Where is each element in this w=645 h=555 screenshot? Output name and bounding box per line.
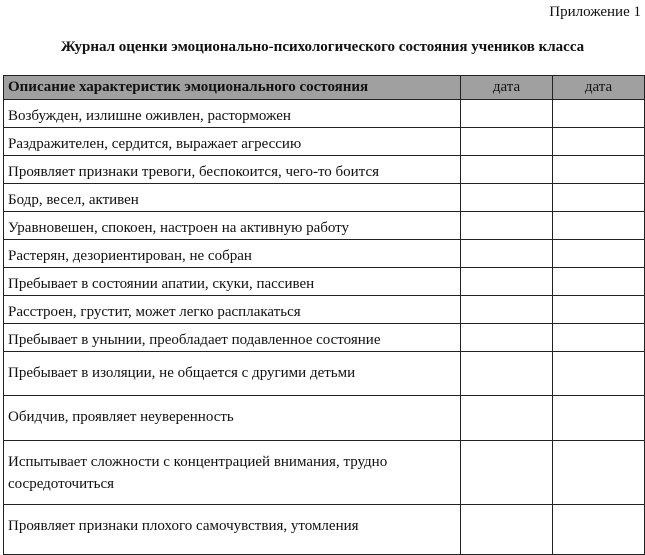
date-cell-2[interactable] xyxy=(552,395,645,441)
date-cell-1[interactable] xyxy=(460,440,553,505)
header-description: Описание характеристик эмоционального со… xyxy=(3,75,461,100)
header-date-2: дата xyxy=(552,75,645,100)
table-row: Обидчив, проявляет неуверенность xyxy=(3,395,645,441)
table-row: Проявляет признаки тревоги, беспокоится,… xyxy=(3,155,645,184)
row-description: Пребывает в унынии, преобладает подавлен… xyxy=(3,323,461,352)
table-row: Возбужден, излишне оживлен, расторможен xyxy=(3,99,645,128)
date-cell-1[interactable] xyxy=(460,395,553,441)
date-cell-2[interactable] xyxy=(552,127,645,156)
row-description: Расстроен, грустит, может легко расплака… xyxy=(3,295,461,324)
emotional-state-journal-table: Описание характеристик эмоционального со… xyxy=(3,75,645,555)
date-cell-2[interactable] xyxy=(552,267,645,296)
date-cell-1[interactable] xyxy=(460,183,553,212)
date-cell-1[interactable] xyxy=(460,323,553,352)
date-cell-2[interactable] xyxy=(552,323,645,352)
row-description: Проявляет признаки тревоги, беспокоится,… xyxy=(3,155,461,184)
date-cell-1[interactable] xyxy=(460,351,553,396)
header-date-1: дата xyxy=(460,75,553,100)
row-description: Пребывает в состоянии апатии, скуки, пас… xyxy=(3,267,461,296)
table-header-row: Описание характеристик эмоционального со… xyxy=(3,75,645,100)
table-row: Раздражителен, сердится, выражает агресс… xyxy=(3,127,645,156)
table-row: Пребывает в состоянии апатии, скуки, пас… xyxy=(3,267,645,296)
table-row: Проявляет признаки плохого самочувствия,… xyxy=(3,504,645,555)
date-cell-1[interactable] xyxy=(460,127,553,156)
row-description: Проявляет признаки плохого самочувствия,… xyxy=(3,504,461,555)
date-cell-1[interactable] xyxy=(460,267,553,296)
row-description: Уравновешен, спокоен, настроен на активн… xyxy=(3,211,461,240)
row-description: Раздражителен, сердится, выражает агресс… xyxy=(3,127,461,156)
row-description: Возбужден, излишне оживлен, расторможен xyxy=(3,99,461,128)
page-title: Журнал оценки эмоционально-психологическ… xyxy=(60,39,585,55)
date-cell-1[interactable] xyxy=(460,239,553,268)
date-cell-2[interactable] xyxy=(552,239,645,268)
date-cell-1[interactable] xyxy=(460,155,553,184)
date-cell-2[interactable] xyxy=(552,99,645,128)
date-cell-1[interactable] xyxy=(460,295,553,324)
table-row: Расстроен, грустит, может легко расплака… xyxy=(3,295,645,324)
table-row: Испытывает сложности с концентрацией вни… xyxy=(3,440,645,505)
row-description: Бодр, весел, активен xyxy=(3,183,461,212)
appendix-label: Приложение 1 xyxy=(549,4,641,20)
row-description: Испытывает сложности с концентрацией вни… xyxy=(3,440,461,505)
row-description: Обидчив, проявляет неуверенность xyxy=(3,395,461,441)
table-row: Пребывает в изоляции, не общается с друг… xyxy=(3,351,645,396)
date-cell-2[interactable] xyxy=(552,295,645,324)
date-cell-1[interactable] xyxy=(460,211,553,240)
date-cell-2[interactable] xyxy=(552,155,645,184)
date-cell-2[interactable] xyxy=(552,351,645,396)
table-row: Уравновешен, спокоен, настроен на активн… xyxy=(3,211,645,240)
table-row: Бодр, весел, активен xyxy=(3,183,645,212)
date-cell-2[interactable] xyxy=(552,504,645,555)
row-description: Пребывает в изоляции, не общается с друг… xyxy=(3,351,461,396)
date-cell-2[interactable] xyxy=(552,183,645,212)
date-cell-1[interactable] xyxy=(460,504,553,555)
table-row: Растерян, дезориентирован, не собран xyxy=(3,239,645,268)
row-description: Растерян, дезориентирован, не собран xyxy=(3,239,461,268)
table-row: Пребывает в унынии, преобладает подавлен… xyxy=(3,323,645,352)
date-cell-2[interactable] xyxy=(552,211,645,240)
date-cell-1[interactable] xyxy=(460,99,553,128)
date-cell-2[interactable] xyxy=(552,440,645,505)
